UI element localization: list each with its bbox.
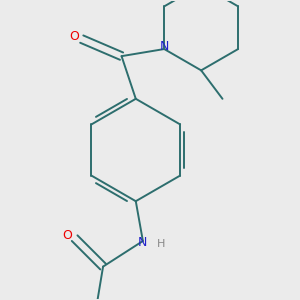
Text: N: N bbox=[160, 40, 169, 53]
Text: O: O bbox=[63, 229, 73, 242]
Text: O: O bbox=[70, 30, 80, 43]
Text: H: H bbox=[157, 239, 166, 249]
Text: N: N bbox=[138, 236, 148, 249]
